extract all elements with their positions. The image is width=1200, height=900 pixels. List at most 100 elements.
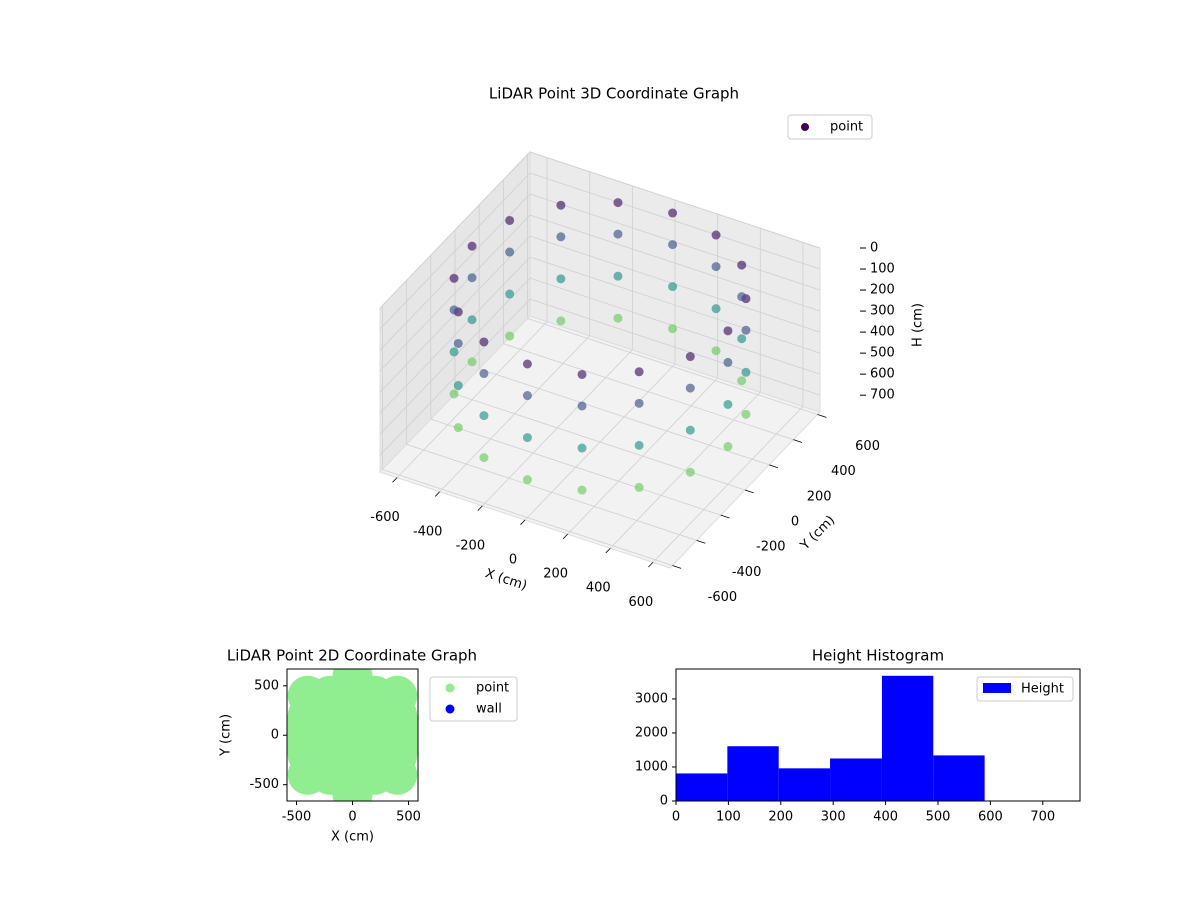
y-tick-label: 200 — [807, 489, 832, 504]
chart-title: LiDAR Point 2D Coordinate Graph — [227, 647, 477, 665]
tick-mark — [817, 414, 827, 418]
point — [332, 774, 373, 801]
y-tick-label: -500 — [249, 777, 279, 792]
grid-line — [527, 318, 818, 415]
grid-line — [529, 214, 821, 312]
legend-marker — [983, 683, 1011, 693]
point — [522, 433, 532, 443]
x-tick-label: 600 — [978, 810, 1003, 825]
legend-marker — [801, 123, 809, 131]
point — [711, 230, 721, 240]
z-tick-label: 200 — [870, 283, 895, 298]
point — [479, 369, 489, 379]
point — [453, 381, 463, 391]
chart-2d: point wall -500 0 500 -500 0 500 X (cm) Y (cm) LiD… — [219, 647, 518, 845]
y-tick-label: -200 — [756, 540, 786, 555]
x-tick-label: 700 — [1030, 810, 1055, 825]
grid-line — [379, 151, 531, 309]
x-axis-label: X (cm) — [331, 830, 374, 845]
point — [577, 485, 587, 495]
tick-mark — [720, 514, 730, 519]
point — [613, 313, 623, 323]
point — [449, 347, 459, 357]
point — [634, 367, 644, 377]
point — [685, 425, 695, 435]
point — [737, 376, 747, 386]
tick-mark — [744, 489, 754, 494]
point — [737, 334, 747, 344]
point — [467, 357, 477, 367]
tick-mark — [477, 505, 483, 511]
grid-line — [379, 298, 531, 456]
x-tick-label: -400 — [413, 524, 443, 539]
point — [505, 215, 515, 225]
tick-mark — [520, 519, 526, 525]
point — [577, 369, 587, 379]
point — [634, 398, 644, 408]
legend-marker — [445, 704, 455, 714]
y-tick-label: 1000 — [635, 759, 668, 774]
point — [479, 453, 489, 463]
point — [685, 352, 695, 362]
chart-title: LiDAR Point 3D Coordinate Graph — [489, 85, 739, 103]
point — [711, 262, 721, 272]
tick-mark — [562, 533, 568, 540]
point — [613, 271, 623, 281]
y-tick-label: 400 — [831, 464, 856, 479]
grid-line — [379, 172, 531, 330]
tick-mark — [434, 491, 440, 497]
legend-label: Height — [1021, 682, 1064, 697]
grid-line — [406, 443, 697, 541]
bar — [676, 773, 728, 801]
point — [479, 411, 489, 421]
chart-histogram: Height 0 100 200 300 400 500 600 700 0 1000 2000 300… — [635, 647, 1081, 825]
x-tick-label: -600 — [370, 510, 400, 525]
x-tick-label: 100 — [716, 810, 741, 825]
z-tick-label: 0 — [870, 241, 878, 256]
chart-3d: -600 -400 -200 0 200 400 600 -600 -400 -200 0 200 40… — [370, 85, 925, 610]
grid-line — [529, 151, 821, 249]
tick-mark — [392, 477, 398, 483]
point — [453, 338, 463, 348]
plot-area — [676, 675, 985, 801]
x-tick-label: 0 — [348, 810, 356, 825]
point — [449, 305, 459, 315]
z-tick-label: 500 — [870, 346, 895, 361]
point — [737, 292, 747, 302]
point — [522, 359, 532, 369]
point — [668, 324, 678, 334]
tick-mark — [769, 464, 779, 469]
point — [577, 443, 587, 453]
tick-mark — [793, 439, 803, 443]
x-tick-label: 200 — [768, 810, 793, 825]
point — [467, 273, 477, 283]
y-axis-label: Y (cm) — [797, 513, 838, 554]
legend-label: point — [476, 681, 509, 696]
point — [287, 715, 306, 756]
point — [522, 475, 532, 485]
tick-mark — [605, 547, 611, 554]
z-tick-label: 600 — [870, 367, 895, 382]
grid-line — [479, 368, 770, 466]
axes-frame — [675, 668, 1081, 802]
x-tick-label: 200 — [543, 567, 568, 582]
tick-mark — [696, 539, 706, 544]
x-tick-label: 400 — [586, 581, 611, 596]
point — [723, 357, 733, 367]
x-tick-label: 500 — [926, 810, 951, 825]
point — [634, 482, 644, 492]
point — [723, 399, 733, 409]
point — [613, 229, 623, 239]
grid-line — [529, 172, 821, 270]
bar — [778, 768, 831, 801]
legend-label: point — [830, 120, 863, 135]
grid-line — [454, 393, 746, 491]
point — [556, 200, 566, 210]
x-tick-label: 300 — [821, 810, 846, 825]
point — [453, 423, 463, 433]
point — [467, 241, 477, 251]
point — [741, 325, 751, 335]
point — [556, 232, 566, 242]
